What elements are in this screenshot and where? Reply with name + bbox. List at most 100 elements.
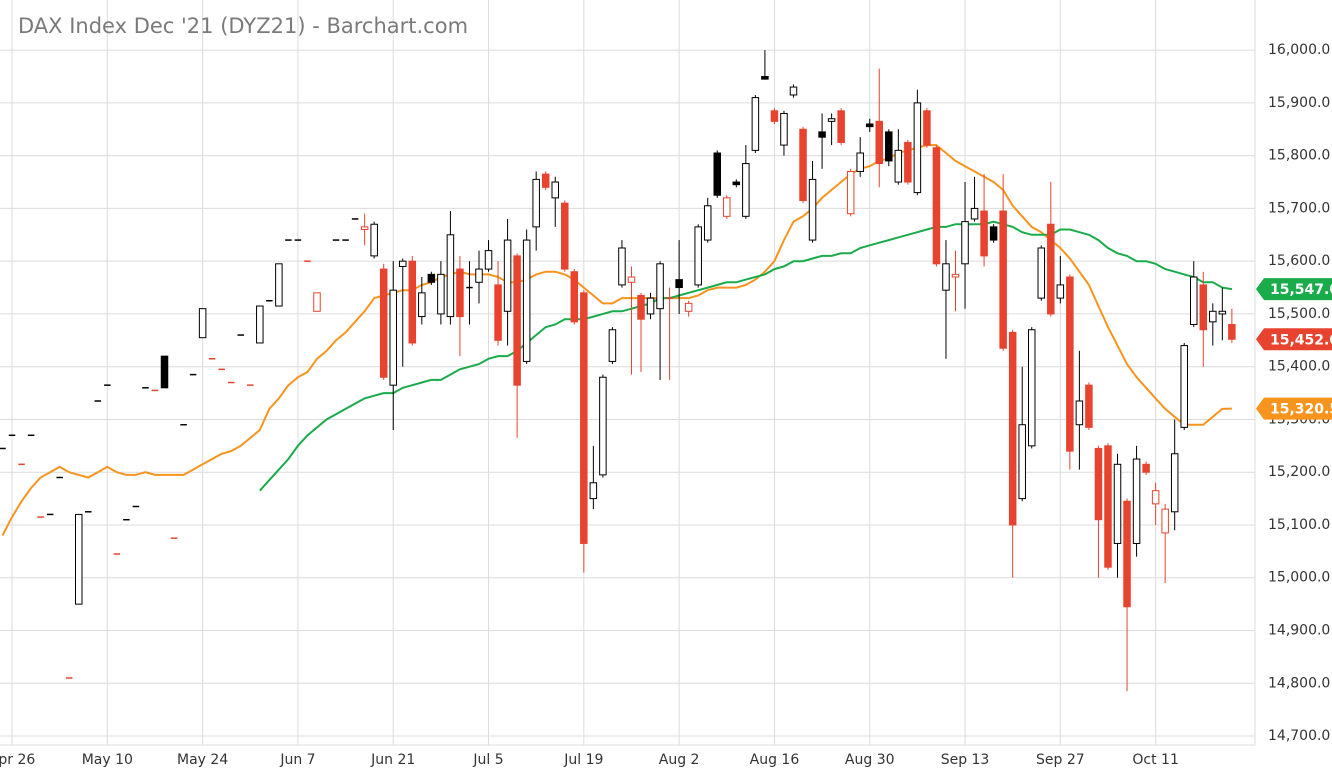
candle-body: [970, 207, 979, 220]
candle-body: [541, 173, 550, 188]
candle-body: [713, 152, 721, 196]
candle-body: [637, 294, 645, 320]
candle-body: [522, 239, 531, 362]
candle-body: [1008, 331, 1017, 526]
candle-body: [808, 178, 817, 241]
candle-body: [456, 268, 464, 318]
candle-body: [1190, 276, 1198, 325]
candle-body: [894, 149, 903, 183]
candle-body: [418, 292, 426, 318]
candle-body: [923, 110, 931, 146]
candle-body: [437, 273, 445, 315]
x-tick-label: Aug 30: [845, 752, 895, 768]
candle-body: [875, 120, 884, 165]
candle-body: [160, 355, 169, 389]
candle-body: [885, 131, 893, 162]
candle-body: [198, 308, 207, 339]
candle-body: [1027, 329, 1036, 447]
x-tick-label: Jun 21: [370, 752, 415, 768]
candle-body: [932, 147, 941, 265]
x-tick-label: Sep 13: [941, 752, 990, 768]
x-tick-label: Jul 5: [472, 752, 503, 768]
candle-body: [961, 221, 969, 265]
candle-body: [989, 226, 998, 241]
y-tick-label: 15,500.0: [1268, 306, 1330, 322]
y-tick-label: 16,000.0: [1268, 42, 1330, 58]
candle-body: [732, 181, 741, 186]
candle-body: [313, 292, 321, 312]
y-tick-label: 15,700.0: [1268, 200, 1330, 216]
candle-body: [74, 513, 83, 605]
candle-body: [589, 482, 598, 500]
candle-body: [551, 181, 559, 199]
x-tick-label: May 10: [82, 752, 133, 768]
candle-body: [703, 205, 712, 241]
candle-body: [827, 118, 836, 122]
candle-body: [408, 260, 417, 344]
candle-body: [913, 102, 922, 194]
candle-body: [599, 376, 607, 476]
candle-body: [999, 210, 1007, 349]
candle-body: [256, 305, 264, 344]
candle-body: [618, 247, 626, 286]
candle-body: [503, 239, 512, 312]
x-tick-label: Apr 26: [0, 752, 35, 768]
candle-body: [580, 292, 588, 544]
y-tick-label: 15,000.0: [1268, 570, 1330, 586]
candle-body: [799, 128, 807, 201]
x-tick-label: Oct 11: [1132, 752, 1178, 768]
y-tick-label: 15,400.0: [1268, 359, 1330, 375]
price-tag-label: 15,320.5: [1270, 402, 1332, 418]
candle-body: [494, 284, 502, 341]
candle-body: [1161, 508, 1169, 534]
candle-body: [942, 263, 950, 291]
candle-body: [1113, 463, 1122, 544]
candle-body: [1085, 384, 1093, 428]
candle-body: [513, 255, 521, 386]
candle-body: [751, 97, 760, 151]
candle-body: [1018, 424, 1026, 500]
y-tick-label: 15,200.0: [1268, 464, 1330, 480]
candle-body: [675, 279, 683, 289]
candle-body: [1170, 453, 1179, 513]
candle-body: [1132, 458, 1141, 544]
candle-body: [789, 86, 798, 96]
candle-body: [694, 226, 702, 286]
candle-body: [427, 273, 436, 283]
x-tick-label: Sep 27: [1036, 752, 1085, 768]
candle-body: [379, 268, 388, 378]
price-tag-label: 15,452.0: [1270, 332, 1332, 348]
price-tag: [1256, 397, 1332, 420]
candle-body: [532, 178, 540, 228]
candle-body: [1066, 276, 1074, 452]
candle-body: [1142, 463, 1150, 473]
candle-body: [1209, 310, 1217, 323]
candle-body: [1228, 323, 1236, 340]
candle-body: [475, 268, 483, 283]
candle-body: [570, 271, 579, 323]
candle-body: [1218, 310, 1227, 315]
candle-body: [1180, 345, 1188, 428]
candle-body: [818, 131, 826, 138]
candle-body: [780, 112, 788, 146]
candle-body: [723, 197, 731, 217]
candle-body: [1047, 223, 1055, 315]
price-tag: [1256, 278, 1332, 301]
candle-body: [770, 110, 779, 122]
candle-body: [627, 276, 636, 283]
candle-body: [1056, 284, 1065, 299]
candle-body: [865, 123, 874, 128]
grid: [0, 0, 1256, 746]
axis: 14,700.0 14,800.0 14,900.0 15,000.0 15,100.0…: [0, 42, 1332, 768]
y-tick-label: 15,100.0: [1268, 517, 1330, 533]
candle-body: [1075, 400, 1084, 426]
y-tick-label: 15,600.0: [1268, 253, 1330, 269]
candle-body: [837, 110, 845, 143]
candle-body: [656, 263, 664, 310]
candle-body: [742, 163, 750, 217]
candle-body: [646, 297, 655, 315]
candle-body: [360, 226, 369, 231]
moving-average-line: [259, 220, 1233, 492]
